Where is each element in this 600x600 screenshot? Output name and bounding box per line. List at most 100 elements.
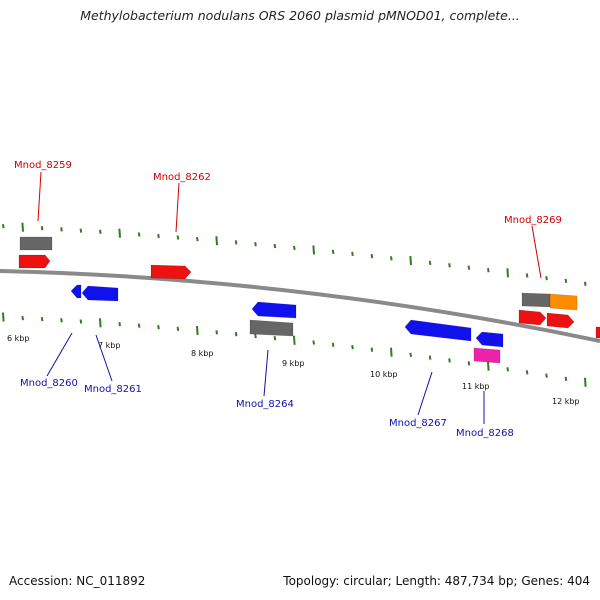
inner-tick-mark <box>293 335 296 345</box>
gene-feature-pseudo[interactable] <box>19 236 53 251</box>
inner-tick-mark <box>60 318 63 323</box>
scale-label-7kbp: 7 kbp <box>98 341 120 350</box>
outer-tick-mark <box>370 253 374 259</box>
outer-tick-mark <box>215 236 218 246</box>
scale-label-6kbp: 6 kbp <box>7 334 29 343</box>
gene-feature-reverse[interactable] <box>475 331 504 348</box>
gene-feature-rna[interactable] <box>549 293 578 311</box>
gene-feature-reverse[interactable] <box>251 301 297 319</box>
inner-tick-mark <box>215 330 218 335</box>
inner-tick-mark <box>506 367 509 372</box>
scale-label-8kbp: 8 kbp <box>191 349 213 358</box>
genome-summary-text: Topology: circular; Length: 487,734 bp; … <box>283 574 590 588</box>
map-title: Methylobacterium nodulans ORS 2060 plasm… <box>80 8 520 23</box>
outer-tick-mark <box>312 245 315 255</box>
outer-tick-mark <box>564 278 568 284</box>
inner-tick-mark <box>448 358 451 363</box>
inner-tick-mark <box>564 376 568 382</box>
outer-tick-mark <box>254 242 257 247</box>
inner-tick-mark <box>79 319 83 324</box>
inner-tick-marks <box>2 312 587 387</box>
inner-tick-mark <box>176 326 180 331</box>
gene-feature-other[interactable] <box>473 347 501 364</box>
outer-tick-mark <box>448 263 451 268</box>
inner-tick-mark <box>545 373 548 378</box>
gene-feature-forward[interactable] <box>546 312 575 329</box>
outer-tick-mark <box>234 240 238 245</box>
inner-tick-mark <box>331 342 335 347</box>
inner-tick-mark <box>99 318 102 328</box>
inner-tick-mark <box>118 322 121 327</box>
gene-feature-forward[interactable] <box>18 254 51 269</box>
outer-tick-mark <box>487 268 490 273</box>
gene-feature-pseudo[interactable] <box>249 319 294 337</box>
scale-label-10kbp: 10 kbp <box>370 370 398 379</box>
outer-tick-mark <box>2 224 5 229</box>
scale-label-11kbp: 11 kbp <box>462 382 490 391</box>
outer-tick-mark <box>196 236 199 242</box>
outer-tick-mark <box>273 243 277 249</box>
inner-tick-mark <box>21 315 24 321</box>
inner-tick-mark <box>196 325 199 336</box>
inner-tick-mark <box>525 370 529 375</box>
gene-label-mnod-8260[interactable]: Mnod_8260 <box>20 378 78 389</box>
gene-label-mnod-8259[interactable]: Mnod_8259 <box>14 160 72 171</box>
inner-tick-mark <box>428 355 432 360</box>
gene-feature-forward[interactable] <box>150 264 192 280</box>
outer-tick-mark <box>99 229 102 234</box>
scale-label-12kbp: 12 kbp <box>552 397 580 406</box>
inner-tick-mark <box>487 361 490 371</box>
gene-label-mnod-8261[interactable]: Mnod_8261 <box>84 384 142 395</box>
gene-label-mnod-8264[interactable]: Mnod_8264 <box>236 399 294 410</box>
gene-feature-reverse[interactable] <box>81 285 119 302</box>
gene-label-mnod-8268[interactable]: Mnod_8268 <box>456 428 514 439</box>
gene-label-mnod-8267[interactable]: Mnod_8267 <box>389 418 447 429</box>
outer-tick-mark <box>506 268 509 278</box>
inner-tick-mark <box>312 340 315 345</box>
gene-features <box>18 236 600 364</box>
inner-tick-mark <box>254 333 257 339</box>
forward-gene-labels: Mnod_8259 Mnod_8262 Mnod_8269 <box>14 160 562 279</box>
scale-label-9kbp: 9 kbp <box>282 359 304 368</box>
outer-tick-mark <box>79 228 83 233</box>
gene-feature-forward[interactable] <box>518 309 547 326</box>
gene-feature-reverse[interactable] <box>404 319 472 342</box>
inner-tick-mark <box>390 347 393 357</box>
outer-tick-mark <box>584 281 587 286</box>
outer-tick-mark <box>409 256 412 266</box>
inner-tick-mark <box>351 345 354 350</box>
inner-tick-mark <box>137 323 141 328</box>
gene-feature-forward[interactable] <box>595 326 600 339</box>
outer-tick-mark <box>467 265 471 270</box>
inner-tick-mark <box>2 312 5 322</box>
inner-tick-mark <box>273 336 277 341</box>
inner-tick-mark <box>234 332 238 337</box>
inner-tick-mark <box>467 361 471 366</box>
backbone-arc <box>0 269 600 343</box>
outer-tick-mark <box>428 260 432 266</box>
outer-tick-mark <box>293 245 296 251</box>
outer-tick-mark <box>40 226 44 231</box>
gene-label-mnod-8262[interactable]: Mnod_8262 <box>153 172 211 183</box>
outer-tick-mark <box>331 249 335 255</box>
gene-feature-pseudo[interactable] <box>521 292 551 308</box>
outer-tick-mark <box>157 233 160 239</box>
reverse-gene-labels: Mnod_8260 Mnod_8261 Mnod_8264 Mnod_8267 … <box>20 332 514 439</box>
outer-tick-mark <box>137 232 141 237</box>
inner-tick-mark <box>584 377 587 387</box>
gene-label-mnod-8269[interactable]: Mnod_8269 <box>504 215 562 226</box>
gene-feature-reverse[interactable] <box>70 284 82 299</box>
outer-tick-mark <box>351 251 354 257</box>
inner-tick-mark <box>370 347 374 352</box>
outer-tick-mark <box>390 256 393 261</box>
outer-tick-mark <box>118 228 121 238</box>
scale-labels: 6 kbp 7 kbp 8 kbp 9 kbp 10 kbp 11 kbp 12… <box>7 334 580 406</box>
outer-tick-mark <box>525 273 529 278</box>
inner-tick-mark <box>157 325 160 330</box>
outer-tick-mark <box>545 276 548 281</box>
outer-tick-mark <box>60 227 63 232</box>
inner-tick-mark <box>409 352 412 358</box>
outer-tick-mark <box>176 235 180 240</box>
